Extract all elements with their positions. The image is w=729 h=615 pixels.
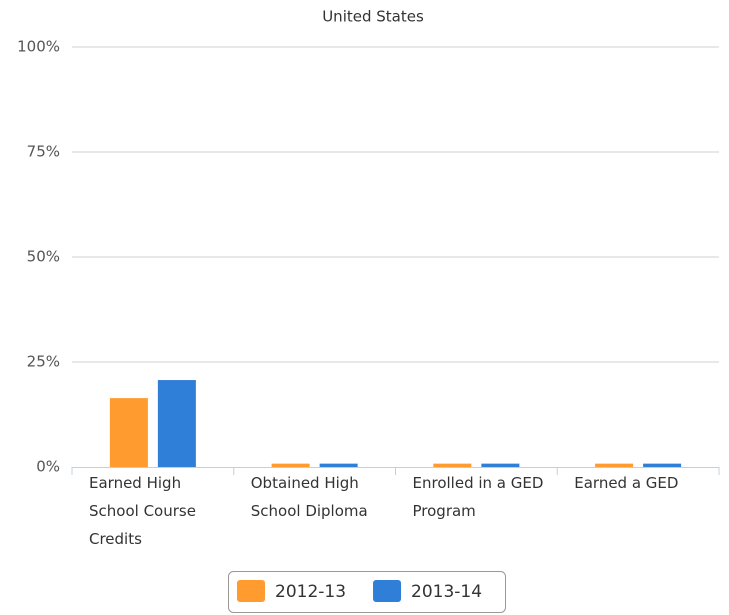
bar <box>157 380 196 467</box>
legend-box <box>228 571 506 613</box>
label-line: Credits <box>89 530 142 548</box>
x-tick-label: Earned High School Course Credits <box>89 474 196 548</box>
label-line: Earned a GED <box>574 474 678 492</box>
legend-label: 2013-14 <box>411 582 482 602</box>
y-tick-label: 0% <box>36 458 60 476</box>
label-line: Obtained High <box>251 474 359 492</box>
bar <box>595 463 634 467</box>
label-line: Program <box>413 502 476 520</box>
x-tick-label: Obtained High School Diploma <box>251 474 368 520</box>
legend-label: 2012-13 <box>275 582 346 602</box>
x-tick-label: Enrolled in a GED Program <box>413 474 544 520</box>
bar <box>109 398 148 467</box>
bar <box>433 463 472 467</box>
label-line: Earned High <box>89 474 181 492</box>
bar <box>319 463 358 467</box>
label-line: School Course <box>89 502 196 520</box>
label-line: Enrolled in a GED <box>413 474 544 492</box>
bar <box>643 463 682 467</box>
y-tick-label: 50% <box>27 248 60 266</box>
y-tick-label: 100% <box>17 38 60 56</box>
y-tick-label: 75% <box>27 143 60 161</box>
legend-swatch <box>237 580 265 602</box>
y-tick-label: 25% <box>27 353 60 371</box>
x-tick-label: Earned a GED <box>574 474 678 492</box>
chart-title: United States <box>322 8 424 26</box>
legend-swatch <box>373 580 402 602</box>
label-line: School Diploma <box>251 502 368 520</box>
bar <box>271 463 310 467</box>
bar <box>481 463 520 467</box>
legend: 2012-13 2013-14 <box>228 571 506 613</box>
